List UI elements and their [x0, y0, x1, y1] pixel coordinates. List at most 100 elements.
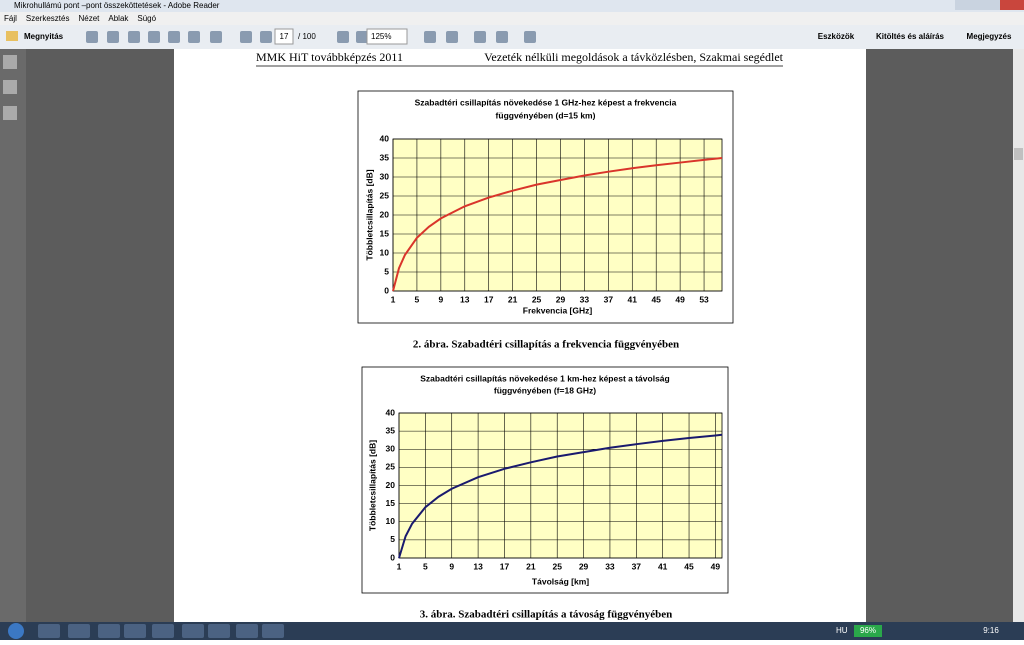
taskbar-app[interactable] [236, 624, 258, 638]
x-tick-label: 53 [699, 294, 709, 304]
toolbar-icon[interactable] [240, 31, 252, 43]
y-tick-label: 40 [380, 133, 390, 143]
open-button[interactable]: Megnyitás [24, 32, 64, 41]
taskbar-app[interactable] [182, 624, 204, 638]
zoom-value[interactable]: 125% [371, 32, 391, 41]
figure-caption: 2. ábra. Szabadtéri csillapítás a frekve… [413, 339, 679, 351]
x-tick-label: 33 [605, 561, 615, 571]
page-header-left: MMK HiT továbbképzés 2011 [256, 50, 403, 64]
menu-item[interactable]: Nézet [78, 14, 100, 23]
x-tick-label: 21 [526, 561, 536, 571]
figure-caption: 3. ábra. Szabadtéri csillapítás a távosá… [420, 609, 672, 621]
menu-item[interactable]: Súgó [137, 14, 156, 23]
x-tick-label: 29 [556, 294, 566, 304]
bookmarks-button[interactable] [3, 80, 17, 94]
x-tick-label: 1 [397, 561, 402, 571]
x-tick-label: 9 [449, 561, 454, 571]
page-total: / 100 [298, 32, 316, 41]
y-tick-label: 30 [386, 444, 396, 454]
page-input[interactable] [274, 28, 294, 45]
menu-item[interactable]: Fájl [4, 14, 17, 23]
pages-panel-button[interactable] [3, 55, 17, 69]
clock[interactable]: 9:16 [983, 626, 999, 635]
x-axis-label: Frekvencia [GHz] [523, 305, 593, 315]
scroll-thumb[interactable] [1014, 148, 1023, 160]
data-line [392, 157, 723, 292]
page-header-right: Vezeték nélküli megoldások a távközlésbe… [484, 50, 784, 64]
close-button[interactable] [1000, 0, 1024, 10]
toolbar-icon[interactable] [86, 31, 98, 43]
toolbar-icon[interactable] [168, 31, 180, 43]
toolbar-icon[interactable] [337, 31, 349, 43]
x-tick-label: 49 [675, 294, 685, 304]
toolbar-icon[interactable] [496, 31, 508, 43]
data-line [398, 433, 723, 559]
y-axis-label: Többletcsillapítás [dB] [364, 169, 374, 260]
toolbar-icon[interactable] [474, 31, 486, 43]
y-tick-label: 10 [386, 516, 396, 526]
x-tick-label: 45 [651, 294, 661, 304]
y-tick-label: 35 [380, 152, 390, 162]
scrollbar[interactable] [1013, 49, 1024, 622]
window-title: Mikrohullámú pont –pont összeköttetések … [14, 1, 220, 10]
taskbar-app[interactable] [208, 624, 230, 638]
taskbar-app[interactable] [38, 624, 60, 638]
x-tick-label: 41 [658, 561, 668, 571]
taskbar-app[interactable] [98, 624, 120, 638]
x-tick-label: 49 [711, 561, 721, 571]
y-tick-label: 15 [386, 498, 396, 508]
battery-level: 96% [860, 626, 876, 635]
taskbar-app[interactable] [262, 624, 284, 638]
zoom-select[interactable] [366, 28, 408, 45]
x-tick-label: 25 [532, 294, 542, 304]
menu-item[interactable]: Szerkesztés [26, 14, 70, 23]
toolbar-tab[interactable]: Megjegyzés [967, 32, 1012, 41]
attachments-button[interactable] [3, 106, 17, 120]
window-controls[interactable] [955, 0, 1024, 10]
x-tick-label: 33 [580, 294, 590, 304]
language-indicator[interactable]: HU [836, 626, 848, 635]
page-number[interactable]: 17 [280, 32, 289, 41]
toolbar-icon[interactable] [148, 31, 160, 43]
toolbar-icon[interactable] [424, 31, 436, 43]
toolbar-icon[interactable] [356, 31, 368, 43]
y-tick-label: 25 [386, 462, 396, 472]
taskbar-app[interactable] [152, 624, 174, 638]
toolbar-icon[interactable] [524, 31, 536, 43]
chart-title: függvényében (f=18 GHz) [494, 385, 596, 395]
toolbar-tab[interactable]: Eszközök [818, 32, 855, 41]
x-tick-label: 13 [460, 294, 470, 304]
toolbar-icon[interactable] [128, 31, 140, 43]
y-tick-label: 5 [390, 534, 395, 544]
x-tick-label: 41 [628, 294, 638, 304]
toolbar-icon[interactable] [260, 31, 272, 43]
y-tick-label: 25 [380, 190, 390, 200]
y-tick-label: 20 [386, 480, 396, 490]
toolbar-icon[interactable] [210, 31, 222, 43]
taskbar-app[interactable] [124, 624, 146, 638]
y-axis-label: Többletcsillapítás [dB] [367, 440, 377, 531]
toolbar-icon[interactable] [446, 31, 458, 43]
chart-title: Szabadtéri csillapítás növekedése 1 GHz-… [415, 97, 677, 107]
y-tick-label: 35 [386, 425, 396, 435]
chart-title: Szabadtéri csillapítás növekedése 1 km-h… [420, 373, 669, 383]
y-tick-label: 5 [384, 266, 389, 276]
battery-indicator[interactable] [854, 625, 882, 637]
menu-item[interactable]: Ablak [108, 14, 129, 23]
x-tick-label: 25 [552, 561, 562, 571]
x-tick-label: 1 [391, 294, 396, 304]
toolbar-icon[interactable] [107, 31, 119, 43]
x-tick-label: 17 [500, 561, 510, 571]
left-sidebar [0, 49, 26, 622]
start-button[interactable] [8, 623, 24, 639]
x-tick-label: 21 [508, 294, 518, 304]
open-icon[interactable] [6, 31, 18, 41]
y-tick-label: 20 [380, 209, 390, 219]
y-tick-label: 15 [380, 228, 390, 238]
y-tick-label: 0 [390, 552, 395, 562]
toolbar-icon[interactable] [188, 31, 200, 43]
x-tick-label: 5 [423, 561, 428, 571]
toolbar-tab[interactable]: Kitöltés és aláírás [876, 32, 945, 41]
taskbar-app[interactable] [68, 624, 90, 638]
